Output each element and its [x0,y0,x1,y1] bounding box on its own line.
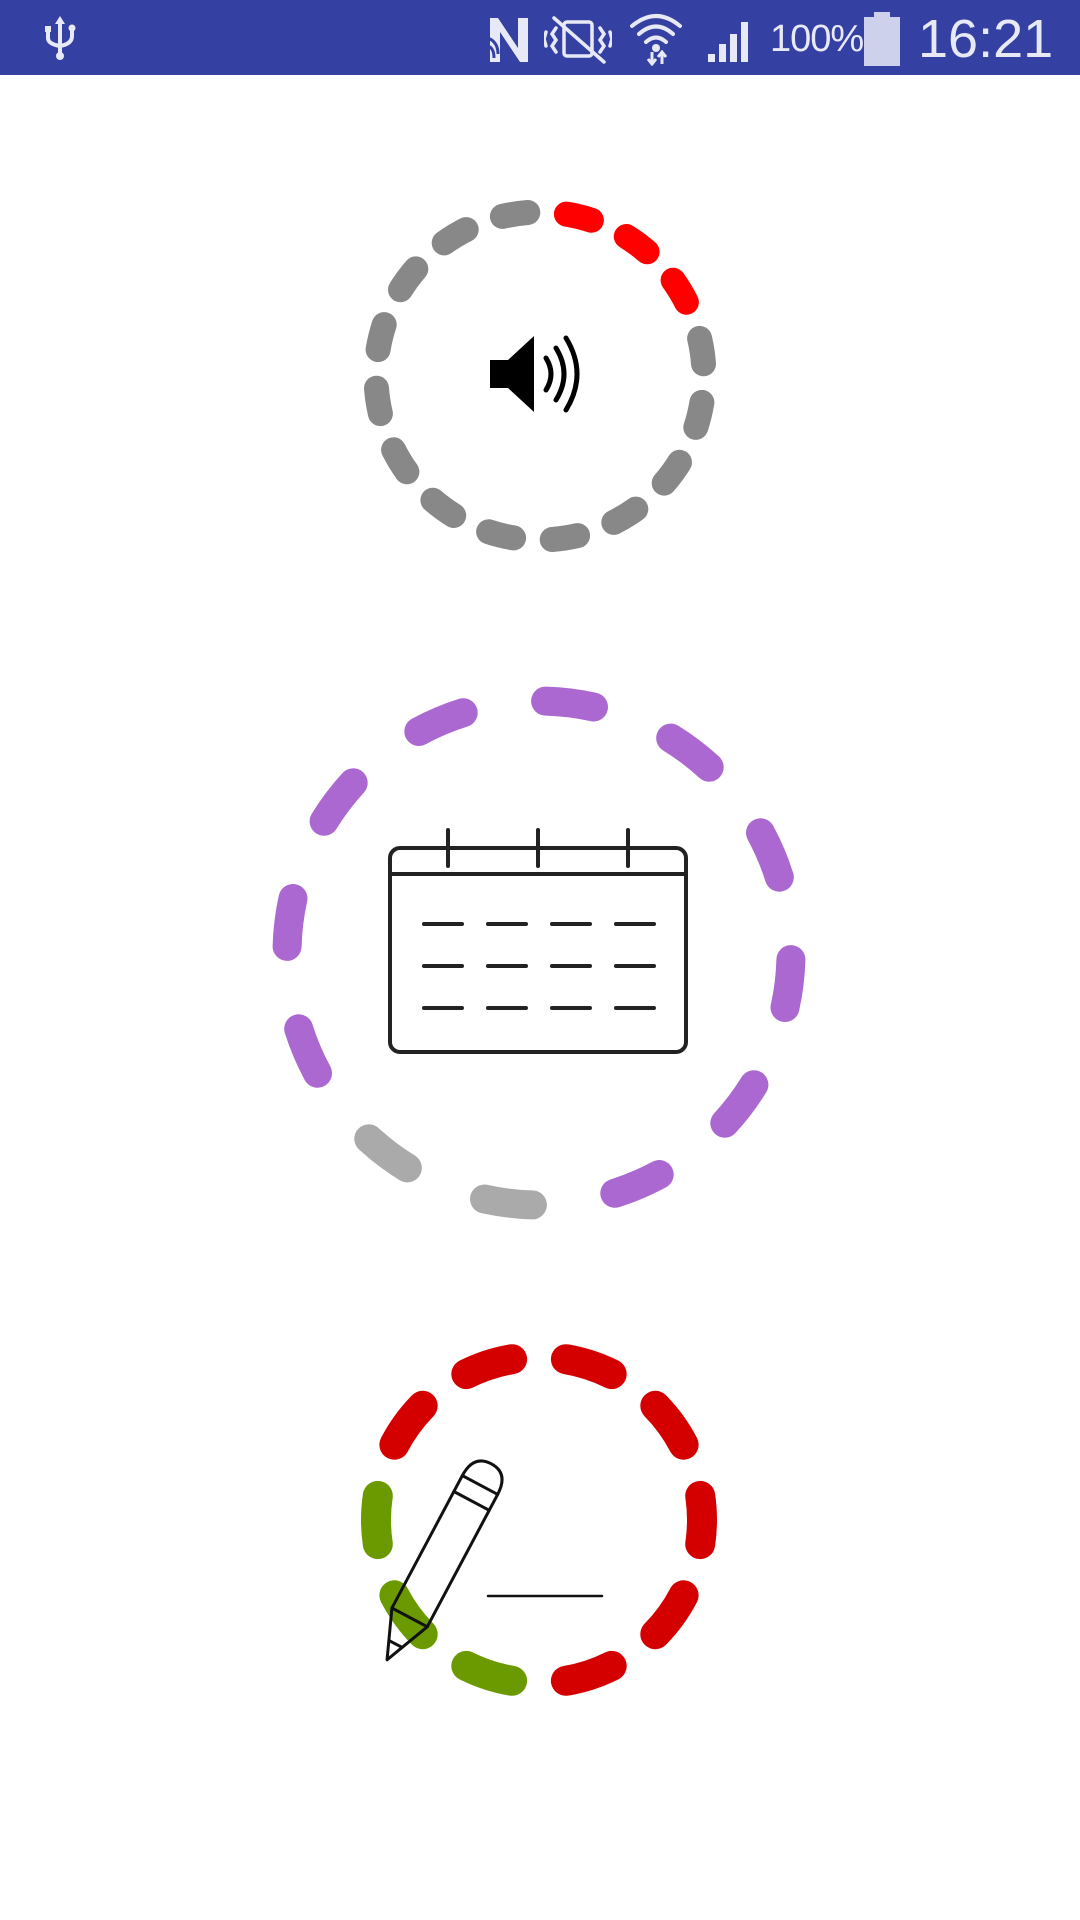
ring-segment-done [600,1160,674,1208]
ring-segment-done [550,1344,627,1390]
ring-segment-done [613,224,660,265]
battery-percent: 100% [770,18,864,60]
ring-segment-remaining [470,1184,547,1220]
ring-segment-done [685,1480,717,1560]
ring-segment-done [284,1014,332,1088]
battery-icon [864,12,900,66]
ring-segment-done [710,1070,769,1138]
ring-segment-remaining [683,389,715,440]
clock: 16:21 [918,9,1054,69]
sound-progress-ring [350,190,730,570]
ring-segment-done [770,945,806,1022]
pencil-icon [385,1459,604,1662]
cell-signal-icon [708,22,748,62]
ring-segment-done [531,686,608,722]
ring-segment-remaining [420,487,467,528]
ring-segment-done [640,1580,699,1650]
wifi-icon [630,14,682,66]
ring-segment-remaining [381,437,420,485]
ring-segment-done [660,267,699,315]
ring-segment-remaining [651,449,692,496]
nfc-icon [487,18,528,62]
ring-segment-done [309,768,368,836]
calendar-icon [388,828,688,1054]
ring-segment-remaining [431,217,479,256]
ring-segment-done [379,1390,438,1460]
speaker-icon [490,335,580,413]
ring-segment-remaining [365,312,397,363]
ring-segment-remaining [489,200,541,229]
usb-icon [45,16,76,60]
ring-segment-remaining [388,256,429,303]
ring-segment-done [550,1650,627,1696]
ring-segment-remaining [601,496,649,535]
ring-segment-done [404,698,478,746]
ring-segment-done [553,201,604,233]
ring-segment-done [640,1390,699,1460]
ring-segment-remaining [539,523,591,552]
calendar-progress-ring [260,670,820,1230]
ring-segment-done [272,884,308,961]
ring-segment-remaining [361,1480,393,1560]
ring-segment-done [746,818,794,892]
ring-segment-remaining [354,1124,422,1183]
writing-progress-ring [340,1320,740,1720]
vibrate-icon [544,16,612,64]
ring-segment-done [656,723,724,782]
ring-segment-done [451,1344,528,1390]
ring-segment-remaining [364,375,393,427]
ring-segment-remaining [476,519,527,551]
status-bar: 100% 16:21 [0,0,1080,75]
ring-segment-remaining [687,325,716,377]
ring-segment-remaining [379,1580,438,1650]
ring-segment-remaining [451,1650,528,1696]
